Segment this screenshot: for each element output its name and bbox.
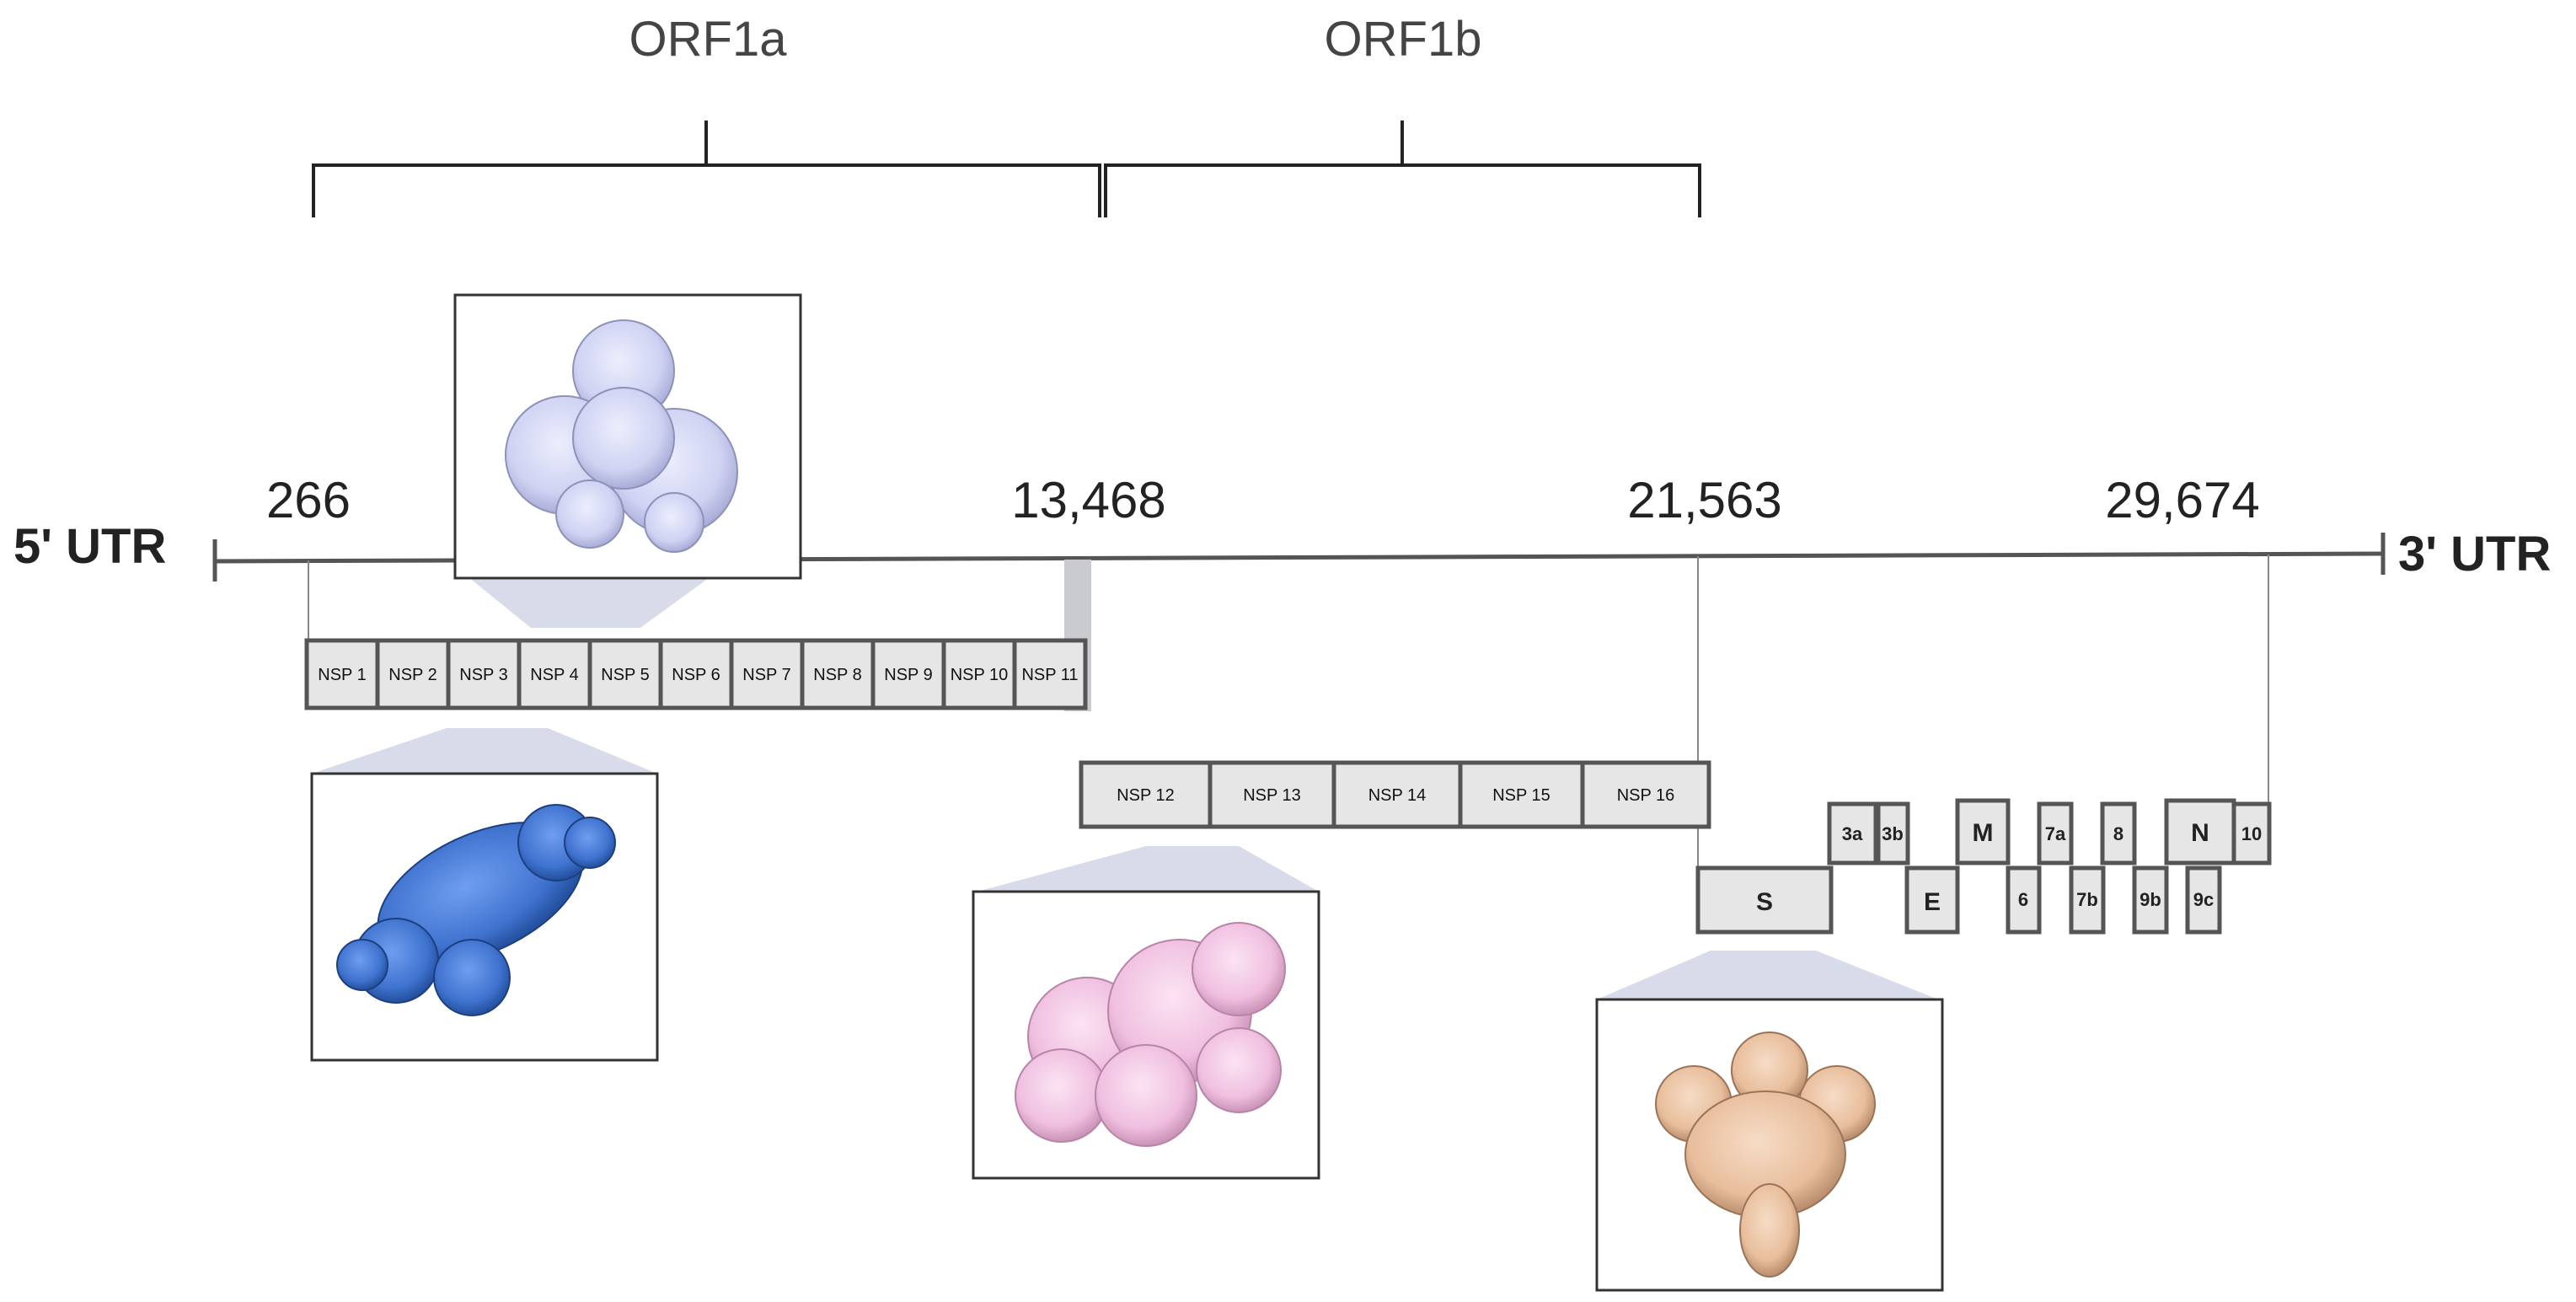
nsp-row-orf1a: NSP 1 NSP 2 NSP 3 NSP 4 NSP 5 NSP 6 NSP 7 NSP 8… xyxy=(304,638,1088,710)
gene-n-box: N xyxy=(2164,798,2236,865)
gene-9c-label: 9c xyxy=(2193,889,2214,910)
nsp-label: NSP 9 xyxy=(884,666,932,684)
gene-10-label: 10 xyxy=(2241,823,2262,844)
nsp-box-nsp9: NSP 9 xyxy=(870,638,946,710)
protein-structure-pink xyxy=(1015,922,1286,1147)
nsp-box-nsp14: NSP 14 xyxy=(1331,760,1463,829)
nsp-label: NSP 8 xyxy=(813,666,861,684)
nsp-box-nsp3: NSP 3 xyxy=(446,638,522,710)
nsp-box-nsp2: NSP 2 xyxy=(375,638,451,710)
protein-structure-peach xyxy=(1655,1031,1876,1278)
nsp-label: NSP 4 xyxy=(530,666,578,684)
nsp-box-nsp11: NSP 11 xyxy=(1012,638,1088,710)
nsp-row-orf1b: NSP 12 NSP 13 NSP 14 NSP 15 NSP 16 xyxy=(1079,760,1711,829)
nsp-box-nsp15: NSP 15 xyxy=(1458,760,1585,829)
nsp-box-nsp5: NSP 5 xyxy=(587,638,663,710)
gene-9b-label: 9b xyxy=(2140,889,2161,910)
nsp-box-nsp10: NSP 10 xyxy=(941,638,1017,710)
gene-6-label: 6 xyxy=(2018,889,2028,910)
gene-s-box: S xyxy=(1695,865,1834,935)
nsp-box-nsp4: NSP 4 xyxy=(517,638,592,710)
nsp-label: NSP 10 xyxy=(951,666,1009,684)
gene-8-box: 8 xyxy=(2100,801,2137,865)
nsp-label: NSP 16 xyxy=(1617,786,1675,805)
nsp-box-nsp6: NSP 6 xyxy=(658,638,734,710)
orf1b-label: ORF1b xyxy=(1325,12,1482,67)
gene-10-box: 10 xyxy=(2231,801,2272,865)
position-266: 266 xyxy=(266,472,351,528)
protein-frame-blue xyxy=(310,772,659,1062)
nsp-box-nsp1: NSP 1 xyxy=(304,638,380,710)
callout-connectors xyxy=(312,566,1938,999)
gene-9b-box: 9b xyxy=(2132,865,2169,935)
gene-7a-label: 7a xyxy=(2045,823,2066,844)
gene-7a-box: 7a xyxy=(2037,801,2074,865)
protein-structure-blue xyxy=(336,804,616,1016)
nsp-label: NSP 15 xyxy=(1492,786,1550,805)
gene-8-label: 8 xyxy=(2113,823,2123,844)
nsp-label: NSP 2 xyxy=(388,666,436,684)
gene-3b-box: 3b xyxy=(1876,801,1910,865)
protein-structure-lavender xyxy=(505,319,738,553)
nsp-label: NSP 6 xyxy=(672,666,720,684)
nsp-label: NSP 3 xyxy=(459,666,507,684)
nsp-box-nsp7: NSP 7 xyxy=(729,638,805,710)
nsp-label: NSP 14 xyxy=(1368,786,1427,805)
gene-m-box: M xyxy=(1955,798,2011,865)
three-utr-label: 3' UTR xyxy=(2398,527,2551,581)
gene-m-label: M xyxy=(1973,819,1994,847)
structural-genes: S 3a 3b E M 6 7a 7b xyxy=(1695,798,2272,935)
gene-7b-box: 7b xyxy=(2069,865,2106,935)
position-21563: 21,563 xyxy=(1627,472,1782,528)
nsp-label: NSP 13 xyxy=(1243,786,1301,805)
gene-s-label: S xyxy=(1756,888,1773,916)
gene-6-box: 6 xyxy=(2006,865,2042,935)
orf1a-bracket xyxy=(312,121,1101,217)
gene-e-label: E xyxy=(1924,888,1941,916)
gene-n-label: N xyxy=(2191,819,2209,847)
protein-frame-peach xyxy=(1595,998,1944,1292)
gene-3b-label: 3b xyxy=(1882,823,1904,844)
nsp-box-nsp8: NSP 8 xyxy=(800,638,876,710)
nsp-label: NSP 11 xyxy=(1021,666,1078,684)
nsp-box-nsp16: NSP 16 xyxy=(1580,760,1711,829)
position-29674: 29,674 xyxy=(2105,472,2260,528)
protein-frame-lavender xyxy=(453,293,802,580)
protein-frame-pink xyxy=(972,890,1320,1180)
gene-7b-label: 7b xyxy=(2076,889,2098,910)
nsp-box-nsp13: NSP 13 xyxy=(1208,760,1336,829)
five-utr-label: 5' UTR xyxy=(13,519,166,574)
orf1b-bracket xyxy=(1104,121,1701,217)
nsp-label: NSP 12 xyxy=(1117,786,1175,805)
gene-9c-box: 9c xyxy=(2185,865,2222,935)
nsp-box-nsp12: NSP 12 xyxy=(1079,760,1213,829)
gene-3a-box: 3a xyxy=(1827,801,1878,865)
nsp-label: NSP 7 xyxy=(742,666,790,684)
nsp-label: NSP 1 xyxy=(318,666,366,684)
position-13468: 13,468 xyxy=(1011,472,1166,528)
orf1a-label: ORF1a xyxy=(629,12,788,67)
gene-3a-label: 3a xyxy=(1842,823,1863,844)
nsp-label: NSP 5 xyxy=(601,666,649,684)
gene-e-box: E xyxy=(1904,865,1960,935)
